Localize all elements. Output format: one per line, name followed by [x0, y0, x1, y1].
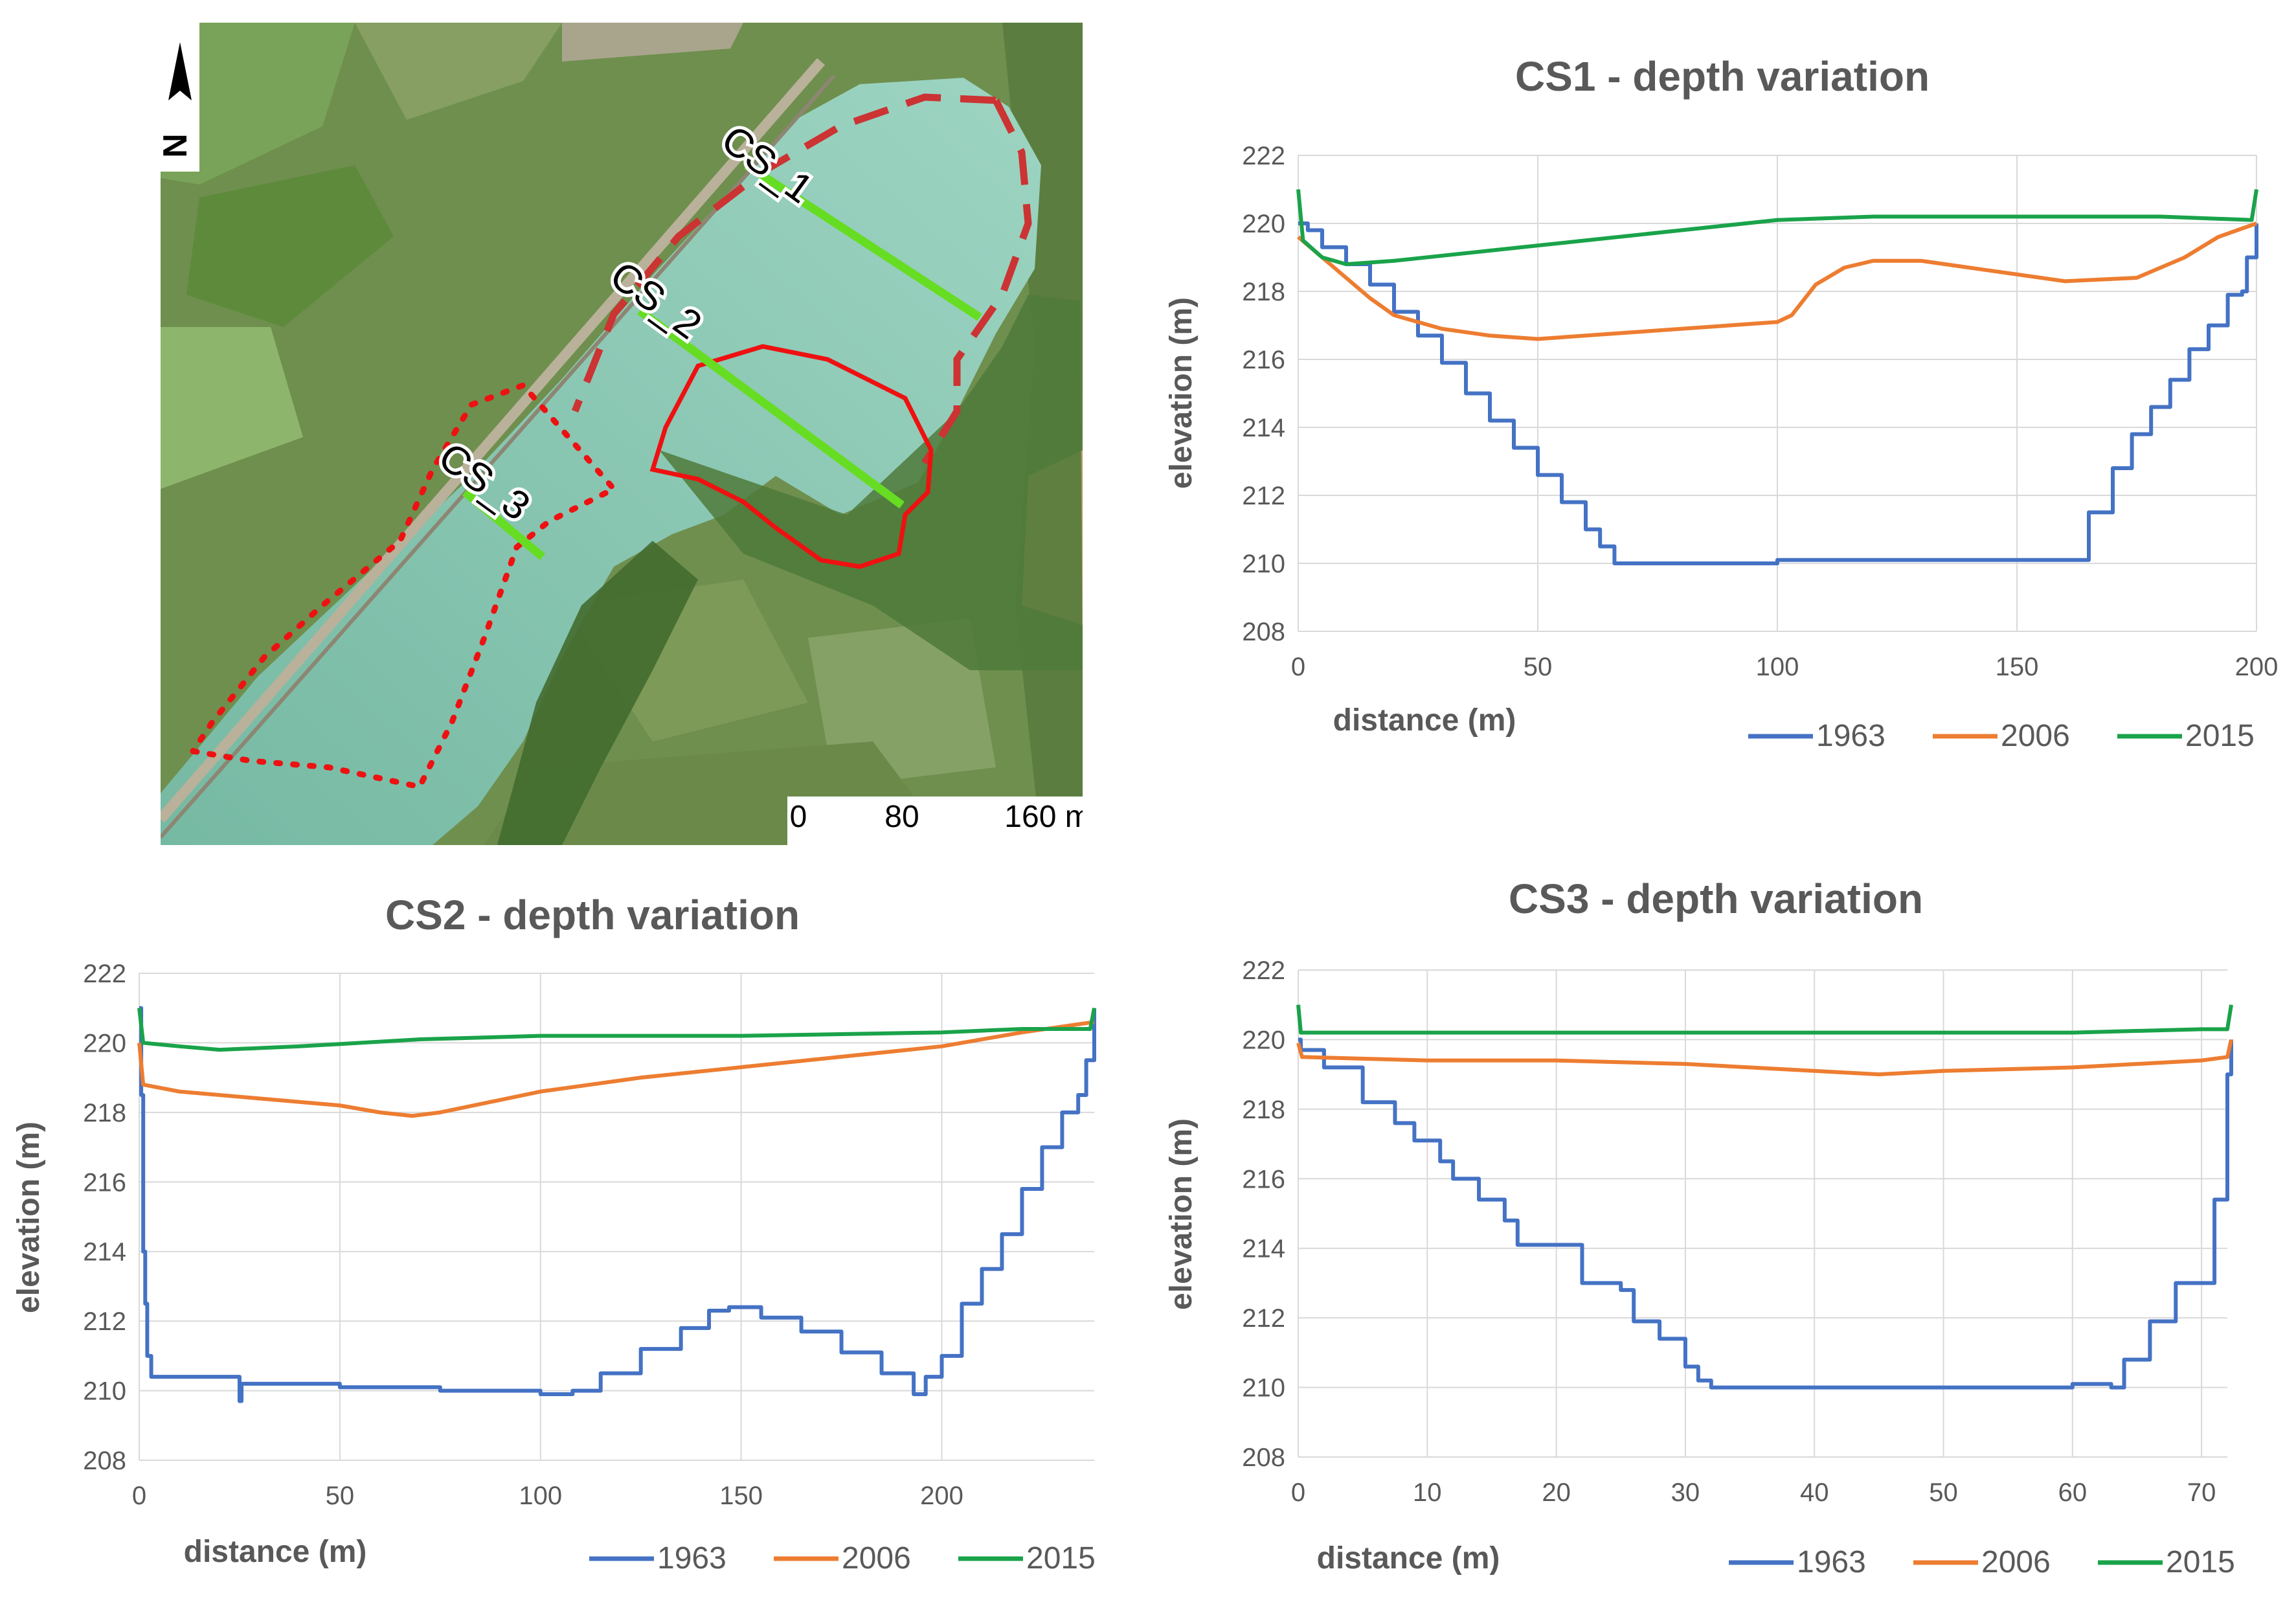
- y-tick-label: 216: [1242, 346, 1285, 374]
- y-tick-label: 208: [1242, 618, 1285, 646]
- x-tick-label: 50: [1929, 1478, 1958, 1507]
- x-tick-label: 150: [1996, 653, 2039, 681]
- y-tick-label: 218: [83, 1099, 126, 1127]
- legend-label-2015: 2015: [1026, 1541, 1096, 1576]
- y-tick-label: 210: [1242, 1374, 1285, 1403]
- dashed-boundary: [921, 98, 1032, 465]
- series-line-2006: [137, 1020, 1095, 1118]
- series-line-2015: [1296, 1004, 2233, 1035]
- scale-label-80: 80: [884, 800, 919, 834]
- x-tick-label: 0: [1291, 1478, 1305, 1507]
- y-tick-label: 218: [1242, 278, 1285, 306]
- x-axis-label: distance (m): [1317, 1541, 1500, 1576]
- legend-label-1963: 1963: [657, 1541, 726, 1576]
- series-line-2015: [137, 1008, 1096, 1052]
- x-tick-label: 50: [1524, 653, 1553, 681]
- x-tick-label: 60: [2058, 1478, 2088, 1507]
- series-line-2006: [1297, 221, 2258, 341]
- x-tick-label: 200: [2235, 653, 2279, 681]
- y-tick-label: 210: [83, 1377, 126, 1406]
- x-tick-label: 40: [1800, 1478, 1829, 1507]
- x-tick-label: 100: [519, 1482, 562, 1510]
- x-tick-label: 10: [1413, 1478, 1442, 1507]
- y-tick-label: 218: [1242, 1096, 1285, 1124]
- y-tick-label: 220: [83, 1029, 126, 1057]
- y-tick-label: 220: [1242, 1026, 1285, 1054]
- y-tick-label: 214: [83, 1238, 126, 1267]
- section-line-cs3: [462, 489, 546, 560]
- x-tick-label: 70: [2187, 1478, 2216, 1507]
- satellite-map: CS_1 CS_2 CS_3 N 0 80 160 m: [161, 23, 1083, 845]
- legend-label-2006: 2006: [1981, 1545, 2051, 1579]
- legend-label-1963: 1963: [1797, 1545, 1866, 1579]
- embankment-road: [161, 58, 826, 823]
- x-axis-label: distance (m): [1333, 703, 1516, 738]
- y-axis-label: elevation (m): [1164, 297, 1199, 489]
- series-line-1963: [1298, 221, 2258, 565]
- section-line-cs2: [637, 307, 905, 509]
- reservoir-water: [161, 78, 1041, 845]
- y-tick-label: 214: [1242, 1235, 1285, 1263]
- riparian-vegetation: [659, 295, 1083, 670]
- north-label: N: [161, 133, 194, 158]
- series-line-1963: [139, 1006, 1096, 1403]
- scale-label-0: 0: [790, 800, 807, 834]
- x-tick-label: 150: [719, 1482, 763, 1510]
- y-tick-label: 208: [1242, 1443, 1285, 1472]
- y-tick-label: 222: [1242, 142, 1285, 170]
- x-tick-label: 0: [1291, 653, 1305, 681]
- y-tick-label: 212: [83, 1307, 126, 1336]
- scale-bar: 0 80 160 m: [787, 796, 1083, 845]
- x-tick-label: 200: [920, 1482, 963, 1510]
- chart-title: CS2 - depth variation: [385, 892, 800, 938]
- series-line-2015: [1296, 189, 2258, 266]
- x-axis-label: distance (m): [184, 1535, 367, 1569]
- scale-label-160: 160 m: [1004, 800, 1083, 834]
- y-axis-label: elevation (m): [12, 1122, 46, 1313]
- chart-title: CS1 - depth variation: [1515, 53, 1930, 100]
- x-tick-label: 0: [132, 1482, 146, 1510]
- series-line-1963: [1298, 1037, 2233, 1390]
- y-tick-label: 208: [83, 1447, 126, 1475]
- x-tick-label: 20: [1542, 1478, 1571, 1507]
- legend-label-2015: 2015: [2185, 719, 2255, 753]
- y-tick-label: 222: [83, 960, 126, 988]
- y-tick-label: 212: [1242, 482, 1285, 510]
- dotted-boundary: [190, 381, 619, 791]
- y-tick-label: 212: [1242, 1304, 1285, 1333]
- legend-label-2006: 2006: [842, 1541, 911, 1576]
- north-arrow: N: [161, 23, 199, 172]
- solid-boundary: [649, 344, 934, 569]
- y-tick-label: 222: [1242, 956, 1285, 985]
- chart-cs1: CS1 - depth variation 208 210 212 214 216 218…: [1164, 53, 2279, 753]
- x-tick-label: 100: [1756, 653, 1799, 681]
- y-tick-label: 210: [1242, 550, 1285, 578]
- legend-label-2006: 2006: [2001, 719, 2070, 753]
- y-tick-label: 214: [1242, 414, 1285, 442]
- y-axis-label: elevation (m): [1164, 1118, 1199, 1310]
- y-tick-label: 220: [1242, 210, 1285, 238]
- series-line-2006: [1296, 1039, 2233, 1077]
- x-tick-label: 30: [1671, 1478, 1700, 1507]
- chart-title: CS3 - depth variation: [1509, 875, 1923, 922]
- x-tick-label: 50: [326, 1482, 355, 1510]
- y-tick-label: 216: [83, 1168, 126, 1197]
- legend-label-1963: 1963: [1816, 719, 1885, 753]
- legend-label-2015: 2015: [2166, 1545, 2235, 1579]
- section-line-cs1: [744, 161, 982, 321]
- y-tick-label: 216: [1242, 1165, 1285, 1193]
